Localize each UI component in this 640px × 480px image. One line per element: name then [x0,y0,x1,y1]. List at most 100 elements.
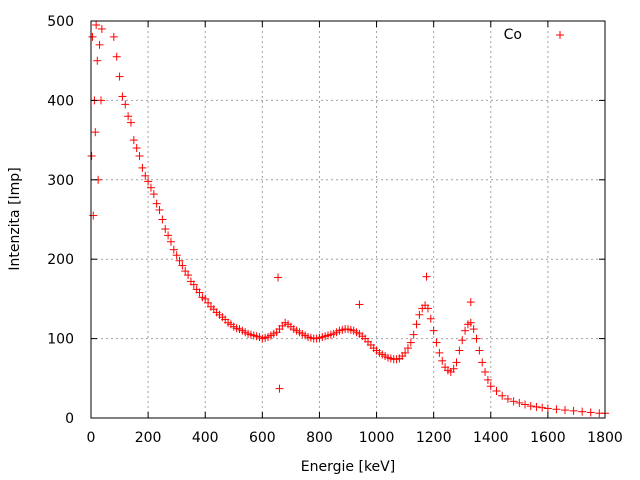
y-tick-label: 400 [47,93,74,109]
data-point [355,300,364,309]
data-point [423,304,432,313]
data-point [124,112,133,121]
data-point [138,163,147,172]
data-point [132,144,141,153]
data-point [526,402,535,411]
data-point [161,225,170,234]
legend-plus-icon [556,31,564,39]
data-point [466,318,475,327]
x-axis-label: Energie [keV] [301,459,395,475]
data-point [552,405,561,414]
data-point [569,406,578,415]
data-point [426,314,435,323]
x-tick-label: 1800 [587,430,623,446]
data-point [538,403,547,412]
y-tick-label: 500 [47,14,74,30]
data-point [521,400,530,409]
x-tick-label: 1000 [359,430,395,446]
axis-ticks: 0 200 400 600 800 1000 1200 1400 1600 1800 0 100 200… [47,14,623,446]
data-point [141,171,150,180]
grid-lines [91,21,605,418]
data-point [144,177,153,186]
data-point [515,398,524,407]
data-point [89,211,98,220]
x-tick-label: 600 [249,430,276,446]
data-point [275,384,284,393]
data-point [458,336,467,345]
x-tick-label: 1400 [473,430,509,446]
plot-frame [90,20,606,419]
data-point [166,237,175,246]
data-point [126,118,135,127]
data-point [406,338,415,347]
data-point [88,32,97,41]
data-point [481,367,490,376]
data-point [532,402,541,411]
data-point [409,330,418,339]
data-point [92,20,101,29]
data-point [469,325,478,334]
data-point [97,24,106,33]
data-point [149,190,158,199]
y-tick-label: 0 [65,411,74,427]
data-point [503,394,512,403]
data-point [189,280,198,289]
data-point [455,346,464,355]
y-axis-label: Intenzita [Imp] [7,167,23,270]
x-tick-label: 800 [306,430,333,446]
data-point [155,205,164,214]
data-point [91,128,100,137]
data-point [172,251,181,260]
data-point [87,151,96,160]
data-point [175,256,184,265]
data-point [403,344,412,353]
x-tick-label: 1600 [530,430,566,446]
data-point [95,40,104,49]
data-points [87,20,609,418]
data-point [498,391,507,400]
data-point [578,407,587,416]
data-point [461,326,470,335]
data-point [432,338,441,347]
data-point [475,346,484,355]
data-point [412,320,421,329]
x-tick-label: 400 [192,430,219,446]
y-tick-label: 300 [47,173,74,189]
data-point [543,404,552,413]
data-point [449,364,458,373]
data-point [561,406,570,415]
data-point [478,358,487,367]
data-point [109,32,118,41]
x-tick-label: 200 [135,430,162,446]
data-point [483,375,492,384]
data-point [178,261,187,270]
data-point [93,56,102,65]
legend: Co [504,27,564,43]
data-point [274,273,283,282]
data-point [401,348,410,357]
data-point [452,358,461,367]
data-point [121,100,130,109]
legend-marker-plus [556,31,564,39]
data-point [195,288,204,297]
data-point [486,382,495,391]
data-point [146,183,155,192]
data-point [96,96,105,105]
data-point [415,310,424,319]
data-point [509,397,518,406]
data-point [129,136,138,145]
y-tick-label: 200 [47,252,74,268]
data-point [435,348,444,357]
data-point [184,271,193,280]
data-point [422,272,431,281]
x-tick-label: 0 [87,430,96,446]
data-point [164,231,173,240]
data-point [158,215,167,224]
y-tick-label: 100 [47,332,74,348]
data-point [112,52,121,61]
data-point [429,326,438,335]
data-point [466,298,475,307]
x-tick-label: 1200 [416,430,452,446]
data-point [492,387,501,396]
